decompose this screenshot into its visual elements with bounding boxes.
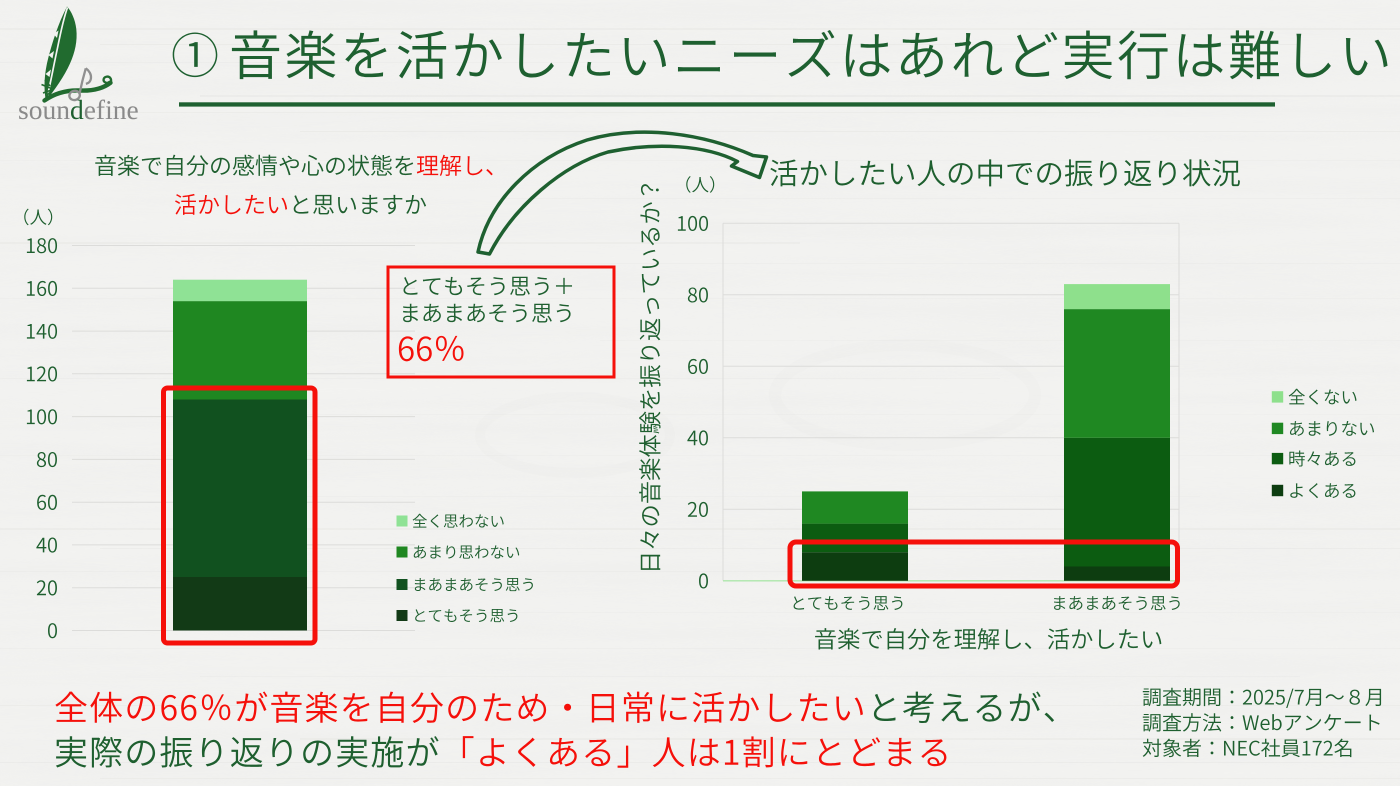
svg-text:soundefine: soundefine [18,94,139,125]
